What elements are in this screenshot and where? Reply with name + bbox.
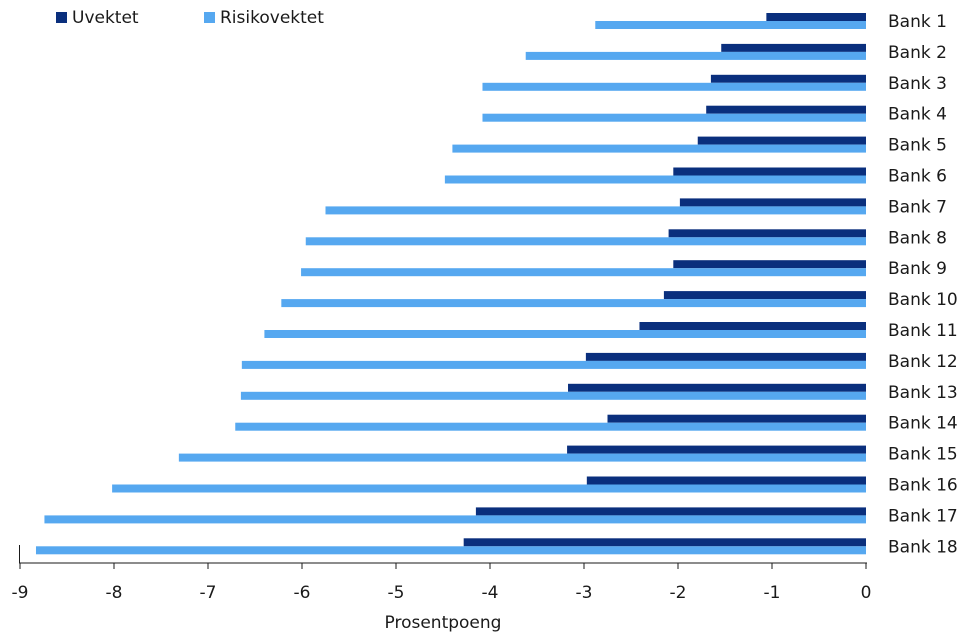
bar-uvektet-1 [766,13,866,21]
bar-risikovektet-15 [178,453,867,462]
bar-risikovektet-18 [35,546,867,555]
category-label: Bank 4 [888,105,947,125]
bar-risikovektet-12 [241,360,867,369]
category-label: Bank 14 [888,414,958,434]
category-label: Bank 2 [888,43,947,63]
bar-risikovektet-3 [482,82,866,91]
category-label: Bank 3 [888,74,947,94]
bar-uvektet-8 [668,229,866,238]
bar-risikovektet-10 [281,299,866,308]
bar-risikovektet-13 [240,391,866,400]
bar-risikovektet-7 [325,206,866,215]
x-axis: -9 -8 -7 -6 -5 -4 -3 -2 -1 0 [12,545,872,603]
category-label: Bank 6 [888,167,947,187]
category-label: Bank 17 [888,506,958,526]
bar-risikovektet-16 [112,484,867,493]
bar-risikovektet-9 [301,268,866,277]
legend: Uvektet Risikovektet [56,8,324,28]
bar-uvektet-5 [697,136,866,145]
category-label: Bank 9 [888,259,947,279]
bar-uvektet-13 [568,383,866,392]
bar-uvektet-12 [585,352,866,361]
category-label: Bank 11 [888,321,958,341]
bar-uvektet-7 [679,198,866,207]
category-label: Bank 12 [888,352,958,372]
bar-uvektet-3 [710,74,866,83]
bar-risikovektet-8 [305,237,866,246]
category-label: Bank 13 [888,383,958,403]
bar-risikovektet-2 [525,51,866,60]
bar-uvektet-2 [721,43,866,52]
bar-risikovektet-4 [482,113,866,122]
category-label: Bank 7 [888,197,947,217]
bar-risikovektet-5 [452,144,866,153]
bar-risikovektet-17 [44,515,866,524]
bar-uvektet-4 [706,105,866,114]
legend-label-0: Uvektet [72,8,139,28]
bar-risikovektet-14 [235,422,866,431]
x-tick-label: -3 [576,583,593,603]
bar-uvektet-10 [663,291,866,300]
bar-uvektet-6 [673,167,866,176]
x-tick-label: 0 [861,583,872,603]
x-tick-label: -2 [670,583,687,603]
bar-uvektet-17 [475,507,866,516]
category-label: Bank 16 [888,476,958,496]
x-tick-label: -1 [764,583,781,603]
legend-label-1: Risikovektet [220,8,324,28]
category-labels: Bank 1 Bank 2 Bank 3 Bank 4 Bank 5 Bank 6 Bank… [888,12,958,557]
category-label: Bank 15 [888,445,958,465]
category-label: Bank 5 [888,136,947,156]
bar-uvektet-11 [639,322,866,330]
category-label: Bank 10 [888,290,958,310]
x-tick-label: -4 [482,583,499,603]
bar-uvektet-15 [567,445,866,454]
x-tick-label: -7 [200,583,217,603]
bar-uvektet-14 [607,414,866,423]
bar-risikovektet-1 [595,21,866,29]
bar-uvektet-16 [586,476,866,485]
bar-risikovektet-6 [444,175,866,184]
x-tick-label: -6 [294,583,311,603]
x-tick-label: -8 [106,583,123,603]
category-label: Bank 1 [888,12,947,32]
legend-swatch-1 [204,12,215,23]
x-tick-label: -5 [388,583,405,603]
x-axis-title: Prosentpoeng [385,613,502,633]
bars [35,13,867,555]
bar-uvektet-9 [673,260,866,269]
x-tick-label: -9 [12,583,29,603]
bar-uvektet-18 [463,538,866,547]
legend-swatch-0 [56,12,67,23]
category-label: Bank 18 [888,537,958,557]
bar-risikovektet-11 [264,330,866,338]
category-label: Bank 8 [888,228,947,248]
